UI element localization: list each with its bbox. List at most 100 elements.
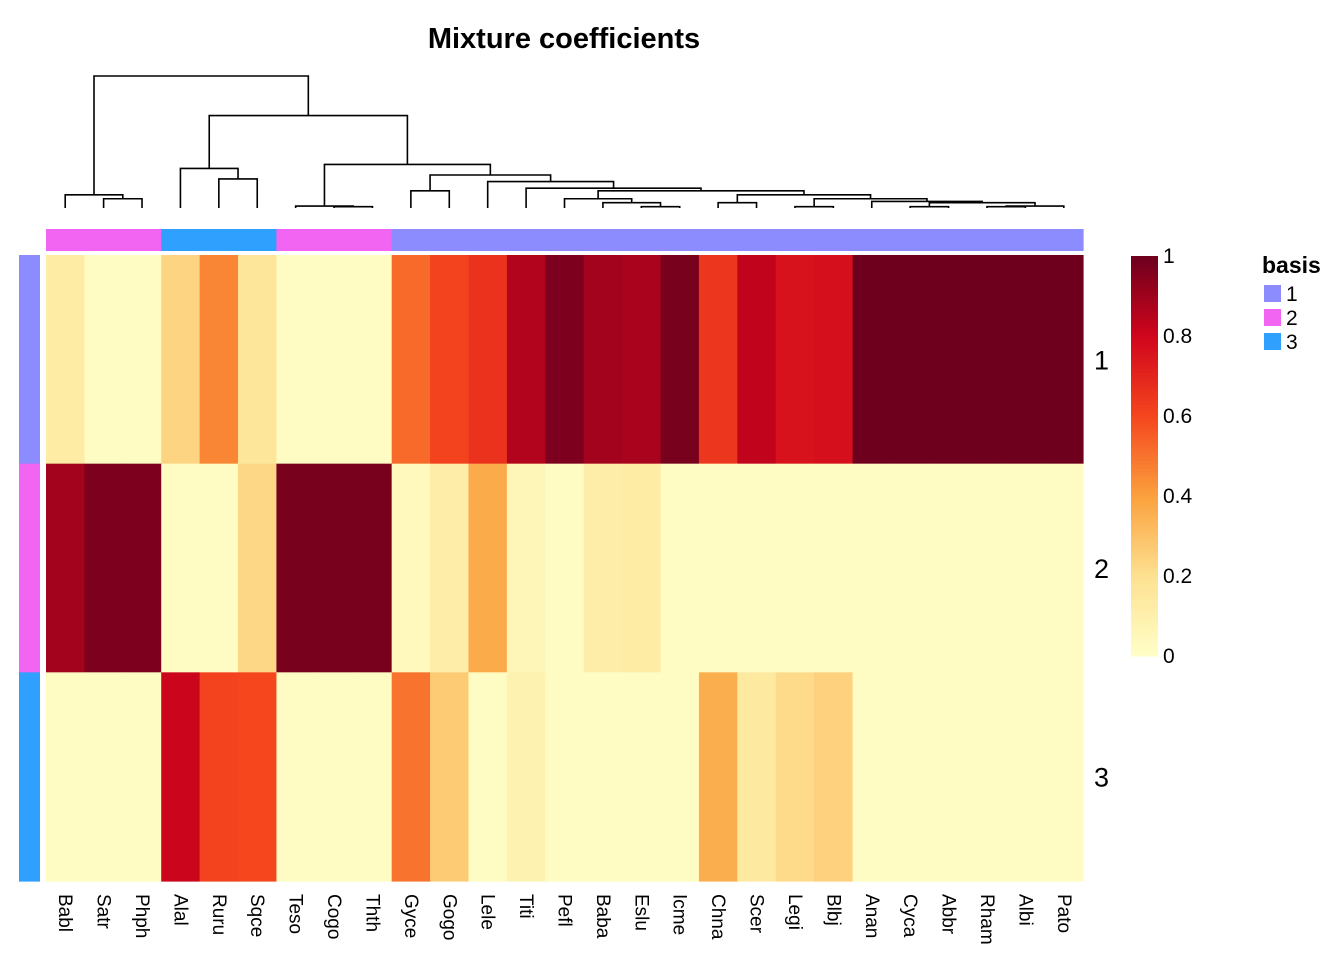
column-annotation-cell xyxy=(84,229,124,251)
heatmap-cell xyxy=(314,463,354,673)
column-label: Lele xyxy=(477,894,498,930)
heatmap-cell xyxy=(737,672,777,882)
color-scale-step xyxy=(1131,448,1158,453)
color-scale-step xyxy=(1131,264,1158,269)
color-scale-step xyxy=(1131,492,1158,497)
heatmap-cell xyxy=(276,255,316,465)
heatmap-cell xyxy=(161,672,201,882)
row-label: 2 xyxy=(1094,554,1109,584)
column-label: Cyca xyxy=(899,894,920,938)
legend-label: 1 xyxy=(1286,283,1298,306)
color-scale-step xyxy=(1131,368,1158,373)
heatmap-cell xyxy=(84,463,124,673)
color-scale-step xyxy=(1131,396,1158,401)
heatmap-cell xyxy=(660,463,700,673)
color-scale-step xyxy=(1131,344,1158,349)
column-annotation-cell xyxy=(929,229,969,251)
color-scale-step xyxy=(1131,516,1158,521)
column-label: Cogo xyxy=(323,894,344,939)
heatmap-cell xyxy=(1006,463,1046,673)
heatmap-cell xyxy=(814,463,854,673)
color-scale-step xyxy=(1131,592,1158,597)
legend-swatch xyxy=(1264,333,1281,350)
column-label: Satr xyxy=(93,894,114,930)
color-scale-step xyxy=(1131,600,1158,605)
column-annotation-cell xyxy=(276,229,316,251)
color-scale-step xyxy=(1131,596,1158,601)
heatmap-cell xyxy=(122,463,162,673)
column-label: Baba xyxy=(592,894,613,939)
dendrogram-branch xyxy=(813,197,928,207)
heatmap-cell xyxy=(698,463,738,673)
color-scale-step xyxy=(1131,472,1158,477)
color-scale-step xyxy=(1131,380,1158,385)
column-label: Gyce xyxy=(400,894,421,938)
heatmap-cell xyxy=(430,255,470,465)
color-scale-step xyxy=(1131,420,1158,425)
column-basis-annotation xyxy=(46,229,1084,251)
heatmap-cell xyxy=(506,255,546,465)
heatmap-cell xyxy=(238,463,278,673)
column-annotation-cell xyxy=(1044,229,1084,251)
heatmap-cell xyxy=(1044,255,1084,465)
column-annotation-cell xyxy=(1006,229,1046,251)
color-scale-step xyxy=(1131,260,1158,265)
heatmap-cell xyxy=(84,672,124,882)
dendrogram-branch xyxy=(486,180,615,208)
legend-title: basis xyxy=(1262,252,1321,278)
column-annotation-cell xyxy=(545,229,585,251)
color-scale-step xyxy=(1131,500,1158,505)
column-label: Chna xyxy=(707,894,728,940)
color-scale-step xyxy=(1131,312,1158,317)
color-scale-step xyxy=(1131,432,1158,437)
color-scale-step xyxy=(1131,408,1158,413)
heatmap-cell xyxy=(929,255,969,465)
heatmap-cell xyxy=(929,463,969,673)
color-scale-step xyxy=(1131,348,1158,353)
column-annotation-cell xyxy=(122,229,162,251)
heatmap-cell xyxy=(545,463,585,673)
legend-label: 2 xyxy=(1286,307,1298,330)
heatmap-cell xyxy=(660,672,700,882)
color-scale-step xyxy=(1131,272,1158,277)
heatmap-cell xyxy=(967,463,1007,673)
color-scale-step xyxy=(1131,304,1158,309)
column-labels: Babl Satr Phph Alal Ruru Sqce Teso Cogo Thth Gyce… xyxy=(54,894,1074,945)
color-scale-step xyxy=(1131,268,1158,273)
color-scale-step xyxy=(1131,428,1158,433)
color-scale-step xyxy=(1131,416,1158,421)
color-scale-step xyxy=(1131,468,1158,473)
color-scale-step xyxy=(1131,476,1158,481)
row-label: 1 xyxy=(1094,345,1109,375)
color-scale-step xyxy=(1131,528,1158,533)
dendrogram-branch xyxy=(794,205,835,208)
color-scale-step xyxy=(1131,576,1158,581)
legend-swatch xyxy=(1264,309,1281,326)
column-label: Titi xyxy=(515,894,536,919)
heatmap-cell xyxy=(276,672,316,882)
color-scale-bar: 0 0.2 0.4 0.6 0.8 1 xyxy=(1131,245,1193,668)
row-labels: 1 2 3 xyxy=(1094,345,1109,792)
column-annotation-cell xyxy=(852,229,892,251)
chart-title: Mixture coefficients xyxy=(428,23,700,55)
heatmap-cell xyxy=(545,672,585,882)
color-scale-step xyxy=(1131,444,1158,449)
heatmap-cell xyxy=(737,463,777,673)
column-label: Thth xyxy=(361,894,382,932)
color-scale-step xyxy=(1131,584,1158,589)
color-scale-tick-label: 0.8 xyxy=(1163,325,1192,348)
color-scale-step xyxy=(1131,572,1158,577)
column-label: Babl xyxy=(54,894,75,932)
color-scale-step xyxy=(1131,520,1158,525)
row-basis-annotation xyxy=(19,255,40,882)
color-scale-step xyxy=(1131,388,1158,393)
heatmap-cell xyxy=(199,463,239,673)
heatmap-cell xyxy=(238,672,278,882)
heatmap-cell xyxy=(890,672,930,882)
color-scale-step xyxy=(1131,532,1158,537)
heatmap-cell xyxy=(545,255,585,465)
dendrogram-branch xyxy=(986,205,1027,208)
color-scale-step xyxy=(1131,284,1158,289)
heatmap-cell xyxy=(468,672,508,882)
heatmap-cell xyxy=(314,672,354,882)
